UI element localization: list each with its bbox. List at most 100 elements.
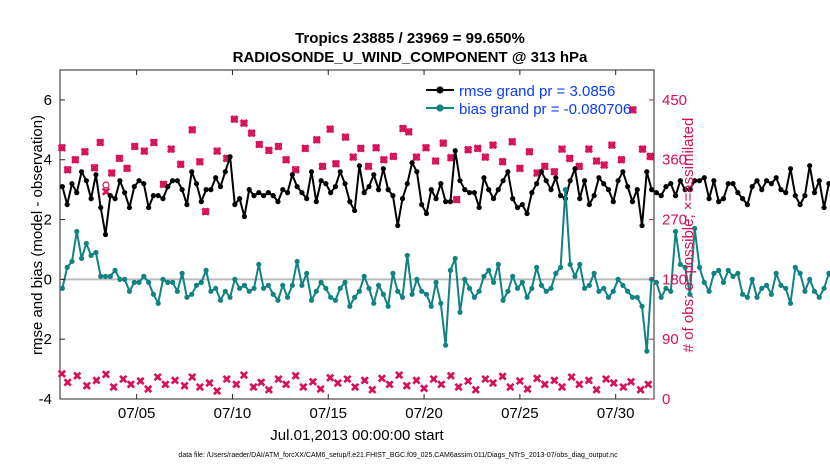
obs-possible-point — [274, 142, 283, 151]
bias-point — [605, 294, 612, 300]
obs-assimilated-point — [584, 144, 593, 154]
obs-possible-point — [431, 157, 440, 165]
obs-assimilated-dot — [542, 164, 547, 169]
bias-point — [270, 291, 276, 297]
obs-assimilated-dot — [207, 380, 212, 386]
obs-assimilated-point — [57, 369, 67, 378]
obs-assimilated-point — [567, 372, 576, 382]
obs-assimilated-point — [149, 138, 159, 147]
rmse-point — [294, 184, 300, 190]
obs-assimilated-dot — [527, 149, 532, 154]
obs-possible-point — [318, 162, 327, 170]
bias-point — [347, 303, 353, 309]
obs-assimilated-point — [291, 165, 300, 174]
obs-possible-point — [96, 138, 104, 147]
bias-point — [744, 294, 751, 300]
obs-assimilated-dot — [609, 142, 615, 148]
obs-assimilated-point — [488, 378, 498, 388]
bias-point — [328, 294, 334, 300]
obs-assimilated-point — [140, 146, 149, 156]
obs-assimilated-point — [473, 144, 482, 153]
rmse-point — [169, 178, 176, 184]
rmse-point — [98, 204, 104, 211]
obs-assimilated-dot — [190, 127, 195, 133]
rmse-point — [567, 178, 573, 184]
obs-assimilated-dot — [414, 378, 419, 383]
obs-assimilated-dot — [473, 387, 478, 392]
rmse-point — [557, 193, 564, 199]
obs-assimilated-dot — [182, 383, 187, 388]
bias-point — [419, 288, 425, 294]
x-tick-label: 07/05 — [118, 405, 156, 422]
y-axis-label: rmse and bias (model - observation) — [29, 115, 46, 355]
obs-assimilated-dot — [151, 140, 157, 145]
bias-point — [443, 342, 449, 348]
bias-point — [332, 297, 339, 303]
bias-point — [553, 270, 559, 276]
obs-assimilated-dot — [441, 140, 446, 146]
obs-assimilated-point — [274, 142, 283, 151]
obs-assimilated-dot — [603, 376, 609, 382]
rmse-point — [538, 169, 545, 175]
rmse-point — [122, 190, 128, 196]
obs-assimilated-dot — [92, 165, 97, 170]
obs-assimilated-dot — [619, 157, 624, 162]
obs-possible-point — [123, 164, 131, 172]
bias-point — [102, 273, 109, 279]
bias-point — [696, 264, 703, 270]
obs-assimilated-dot — [258, 380, 264, 385]
bias-point — [380, 291, 386, 297]
bias-point — [433, 279, 439, 285]
bias-point — [639, 303, 645, 309]
x-tick-label: 07/30 — [597, 405, 635, 422]
rmse-point — [663, 184, 669, 190]
bias-point — [59, 285, 65, 291]
obs-assimilated-dot — [517, 378, 523, 384]
obs-possible-point — [629, 106, 637, 114]
bias-point — [821, 285, 827, 291]
obs-assimilated-dot — [630, 107, 636, 113]
obs-assimilated-point — [249, 382, 258, 392]
obs-assimilated-point — [63, 165, 72, 174]
obs-assimilated-dot — [352, 384, 358, 390]
obs-assimilated-dot — [103, 189, 109, 194]
bias-point — [730, 273, 736, 279]
rmse-point — [352, 207, 358, 214]
bias-point — [797, 270, 803, 276]
obs-assimilated-dot — [75, 373, 80, 378]
bias-point — [294, 258, 300, 265]
obs-assimilated-dot — [234, 382, 239, 387]
obs-assimilated-dot — [577, 164, 582, 169]
bias-point — [64, 264, 70, 270]
obs-assimilated-dot — [203, 209, 208, 214]
bias-point — [141, 273, 147, 279]
bias-point — [548, 285, 554, 291]
rmse-point — [256, 190, 262, 196]
obs-assimilated-point — [333, 378, 342, 388]
obs-possible-point — [585, 145, 593, 153]
obs-assimilated-point — [385, 380, 394, 389]
rmse-point — [112, 196, 118, 202]
obs-assimilated-point — [119, 374, 128, 384]
obs-assimilated-point — [92, 376, 101, 385]
bias-point — [510, 273, 516, 279]
bias-point — [93, 249, 99, 256]
obs-assimilated-dot — [232, 116, 237, 122]
rmse-point — [361, 190, 367, 196]
rmse-point — [610, 199, 616, 205]
rmse-point — [553, 175, 559, 181]
bias-point — [313, 288, 319, 294]
obs-assimilated-dot — [327, 126, 333, 132]
legend-bias-marker — [436, 104, 444, 112]
obs-possible-point — [167, 145, 175, 153]
rmse-point — [711, 178, 717, 184]
bias-point — [610, 288, 616, 294]
bias-point — [735, 270, 741, 276]
obs-assimilated-dot — [266, 148, 272, 153]
rmse-point — [548, 187, 554, 193]
rmse-point — [414, 169, 420, 175]
bias-point — [237, 285, 243, 291]
obs-assimilated-dot — [465, 147, 471, 152]
y2-tick-label: 360 — [662, 152, 687, 169]
obs-assimilated-dot — [567, 156, 572, 161]
